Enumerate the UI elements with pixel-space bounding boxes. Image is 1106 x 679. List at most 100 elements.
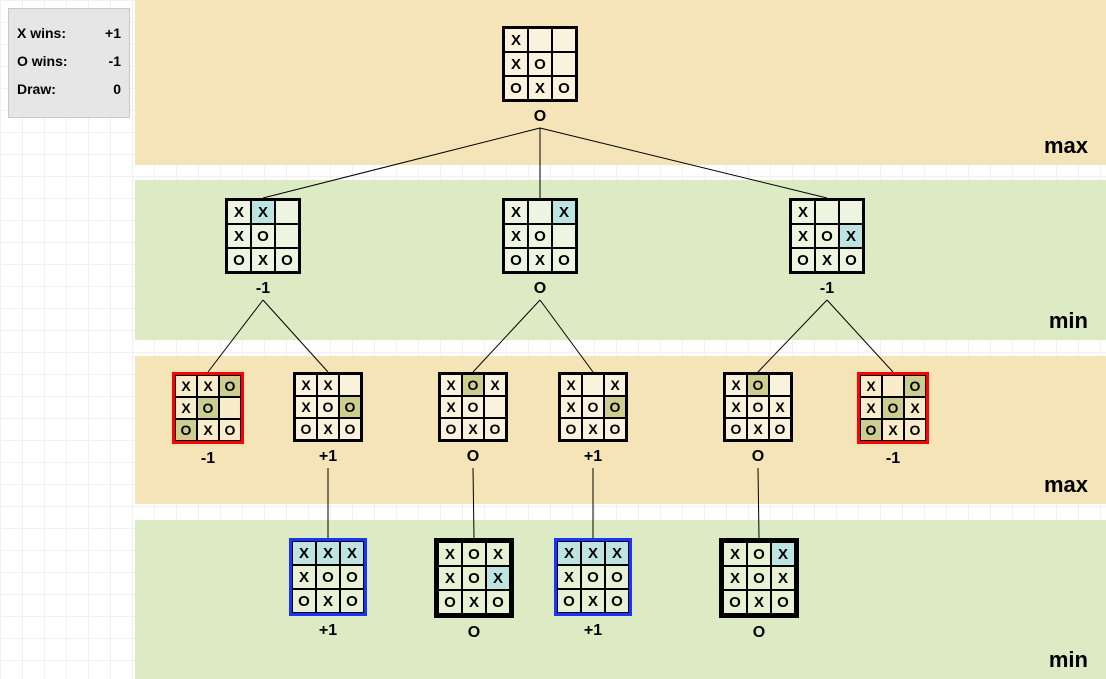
board-cell: X [440,396,462,418]
board-cell: O [882,397,904,419]
board-cell: X [725,396,747,418]
legend-label: X wins: [17,19,66,47]
board-cell: X [771,566,795,590]
board-cell: O [552,76,576,100]
board-cell: X [904,397,926,419]
legend-label: Draw: [17,75,56,103]
board-cell: X [504,52,528,76]
board-cell: X [175,375,197,397]
board-cell: X [860,397,882,419]
tic-tac-toe-board: XXXOOOXO [293,372,363,442]
board-cell: O [581,565,605,589]
board-cell: X [815,248,839,272]
board-cell: O [339,418,361,440]
board-cell: X [747,590,771,614]
node-value: O [723,448,793,466]
board-cell: O [528,224,552,248]
node-value: +1 [554,622,632,640]
legend-value: +1 [105,19,121,47]
board-cell: O [317,396,339,418]
board-cell: X [440,374,462,396]
board-cell: X [860,375,882,397]
max-band: max [135,0,1106,165]
node-value: O [438,448,508,466]
tic-tac-toe-board: XOXXOXOXO [719,538,799,618]
board-cell: X [227,224,251,248]
node-value: -1 [857,450,929,468]
game-tree-node: XXXOOXOO [502,198,578,298]
board-cell: O [605,565,629,589]
board-cell: O [747,374,769,396]
legend-value: -1 [109,47,121,75]
board-cell: O [227,248,251,272]
board-cell: O [504,76,528,100]
node-value: -1 [225,280,301,298]
board-cell: X [582,418,604,440]
board-cell: X [560,374,582,396]
board-cell: O [292,589,316,613]
board-cell: O [438,590,462,614]
board-cell: X [557,541,581,565]
band-label: min [1049,647,1088,673]
board-cell: X [528,76,552,100]
board-cell: X [504,28,528,52]
board-cell: X [791,200,815,224]
game-tree-node: XXXXOOOXO+1 [554,538,632,640]
board-cell [552,224,576,248]
tic-tac-toe-board: XXOXOXO [789,198,865,274]
game-tree-node: XOXXOXOXOO [434,538,514,642]
board-cell: O [219,419,241,441]
board-cell: X [791,224,815,248]
tic-tac-toe-board: XXXXOOOXO [289,538,367,616]
board-cell: O [769,418,791,440]
board-cell: O [839,248,863,272]
board-cell: O [339,396,361,418]
tic-tac-toe-board: XXOOXO [502,26,578,102]
board-cell: X [723,542,747,566]
board-cell: X [197,419,219,441]
board-cell: O [791,248,815,272]
board-cell: X [882,419,904,441]
node-value: -1 [789,280,865,298]
board-cell: X [604,374,626,396]
board-cell: X [486,566,510,590]
board-cell: O [504,248,528,272]
game-tree-node: XXXOOOXO+1 [558,372,628,466]
board-cell: O [582,396,604,418]
board-cell: O [251,224,275,248]
tic-tac-toe-board: XOXOXOXO [723,372,793,442]
node-value: -1 [172,450,244,468]
board-cell: X [484,374,506,396]
board-cell: X [560,396,582,418]
board-cell: X [769,396,791,418]
legend-row: O wins: -1 [17,47,121,75]
board-cell: X [557,565,581,589]
board-cell: O [219,375,241,397]
board-cell [484,396,506,418]
board-cell: O [440,418,462,440]
board-cell: O [462,542,486,566]
board-cell: O [197,397,219,419]
board-cell: X [316,589,340,613]
board-cell: O [557,589,581,613]
board-cell: X [292,541,316,565]
board-cell: O [484,418,506,440]
board-cell: X [251,248,275,272]
board-cell: O [771,590,795,614]
board-cell: X [504,200,528,224]
board-cell: O [316,565,340,589]
game-tree-node: XXXOOOXO+1 [293,372,363,466]
board-cell [552,28,576,52]
board-cell: O [462,374,484,396]
board-cell: X [438,566,462,590]
board-cell: O [552,248,576,272]
node-value: +1 [289,622,367,640]
board-cell: O [747,396,769,418]
board-cell: O [560,418,582,440]
board-cell [582,374,604,396]
tic-tac-toe-board: XXOXOOXO [172,372,244,444]
board-cell [339,374,361,396]
board-cell: O [462,566,486,590]
node-value: +1 [558,448,628,466]
tic-tac-toe-board: XXXOOXO [225,198,301,274]
